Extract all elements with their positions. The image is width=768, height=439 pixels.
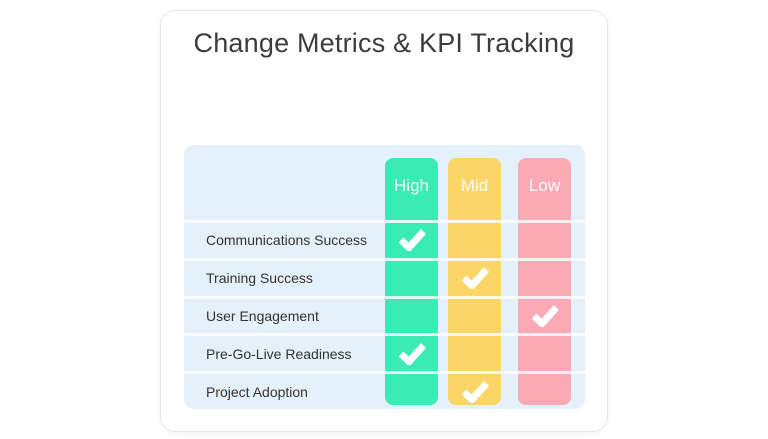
cell-high	[385, 374, 438, 409]
row-label: Pre-Go-Live Readiness	[206, 345, 352, 362]
table-row-communications-success: Communications Success	[184, 220, 585, 258]
column-low: Low	[518, 158, 571, 405]
column-header-high: High	[394, 176, 429, 195]
row-label: Project Adoption	[206, 383, 308, 400]
kpi-card: Change Metrics & KPI Tracking High Mid L…	[160, 10, 608, 432]
row-label: Communications Success	[206, 232, 368, 249]
cell-mid	[448, 299, 501, 334]
cell-mid	[448, 374, 501, 409]
cell-mid	[448, 223, 501, 258]
check-icon	[531, 305, 559, 327]
card-title: Change Metrics & KPI Tracking	[193, 28, 575, 58]
cell-low	[518, 336, 571, 371]
cell-low	[518, 223, 571, 258]
column-header-low: Low	[528, 176, 561, 195]
check-icon	[461, 380, 489, 403]
header-spacer	[184, 145, 585, 220]
rating-columns: High Mid Low	[184, 145, 585, 409]
check-icon	[398, 229, 426, 252]
cell-mid	[448, 336, 501, 371]
column-header-mid: Mid	[460, 176, 489, 195]
row-label: User Engagement	[206, 307, 319, 324]
cell-low	[518, 261, 571, 296]
table-row-user-engagement: User Engagement	[184, 295, 585, 334]
check-icon	[461, 267, 489, 290]
cell-high	[385, 261, 438, 296]
metric-rows: Communications Success Training Success …	[184, 145, 585, 409]
cell-high	[385, 299, 438, 334]
cell-mid	[448, 261, 501, 296]
kpi-matrix: High Mid Low Communications Success Trai…	[184, 145, 585, 409]
cell-high	[385, 336, 438, 371]
cell-high	[385, 223, 438, 258]
table-row-project-adoption: Project Adoption	[184, 371, 585, 409]
row-label: Training Success	[206, 270, 313, 287]
cell-low	[518, 299, 571, 334]
column-high: High	[385, 158, 438, 405]
cell-low	[518, 374, 571, 409]
check-icon	[398, 342, 426, 365]
table-row-training-success: Training Success	[184, 257, 585, 296]
table-row-pre-go-live-readiness: Pre-Go-Live Readiness	[184, 333, 585, 371]
